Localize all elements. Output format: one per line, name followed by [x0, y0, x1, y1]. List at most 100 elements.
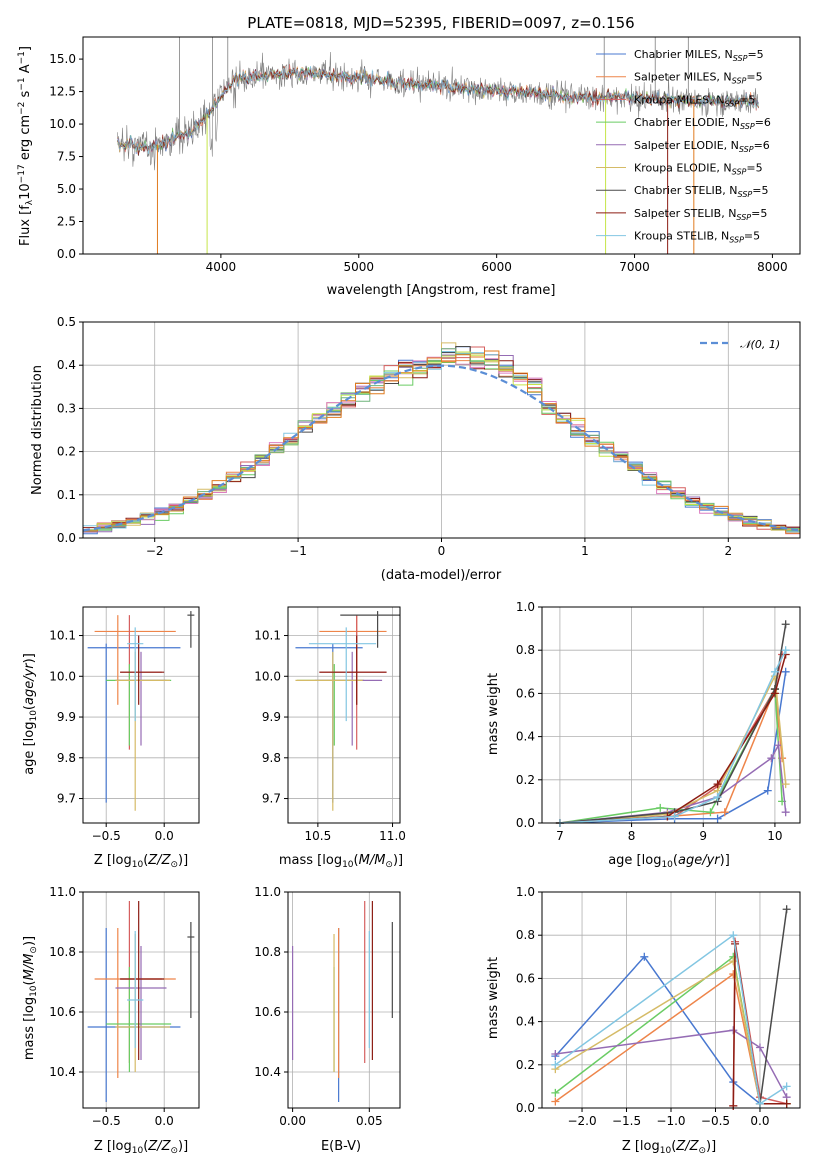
y-tick-label: 0.0 — [516, 1101, 535, 1115]
ageZ-ylabel: age [log10(age/yr)] — [22, 653, 39, 775]
x-tick-label: 8 — [628, 829, 636, 843]
marker — [670, 812, 679, 821]
x-tick-label: 7000 — [619, 260, 650, 274]
x-tick-label: 5000 — [343, 260, 374, 274]
y-tick-label: 9.8 — [262, 751, 281, 765]
residual-ylabel: Normed distribution — [30, 365, 45, 495]
age-vs-mass-panel: 10.5 11.0 9.7 9.8 9.9 10.0 10.1 — [254, 606, 406, 843]
y-tick-label: 0.1 — [57, 488, 76, 502]
y-tick-label: 0.8 — [516, 643, 535, 657]
marker — [781, 808, 790, 817]
histogram-step — [83, 350, 800, 538]
y-tick-label: 10.4 — [49, 1065, 76, 1079]
model-spectrum — [117, 66, 759, 154]
marker — [770, 667, 779, 676]
y-tick-label: 0.2 — [516, 773, 535, 787]
x-tick-label: 4000 — [206, 260, 237, 274]
y-tick-label: 0.0 — [57, 247, 76, 261]
y-tick-label: 9.7 — [57, 792, 76, 806]
age-vs-Z-panel: −0.5 0.0 9.7 9.8 9.9 10.0 10.1 — [49, 606, 200, 843]
residual-xlabel: (data-model)/error — [381, 568, 502, 583]
legend-entry: Chabrier MILES, NSSP=5 — [634, 48, 764, 63]
mass-weight-line — [559, 654, 787, 824]
marker — [781, 667, 790, 676]
y-tick-label: 0.4 — [57, 358, 76, 372]
marker — [782, 1082, 791, 1091]
marker — [729, 1101, 738, 1110]
marker — [551, 1050, 560, 1058]
y-tick-label: 10.0 — [49, 117, 76, 131]
marker — [729, 931, 738, 940]
mass-weight-line — [555, 1029, 788, 1098]
y-tick-label: 10.6 — [254, 1005, 281, 1019]
marker — [782, 1099, 791, 1108]
y-tick-label: 10.8 — [49, 945, 76, 959]
y-tick-label: 0.0 — [516, 816, 535, 830]
x-tick-label: 9 — [699, 829, 707, 843]
marker — [763, 786, 772, 795]
mass-weight-line — [559, 673, 787, 824]
marker — [656, 803, 665, 812]
y-tick-label: 9.9 — [262, 710, 281, 724]
ageZ-xlabel: Z [log10(Z/Z⊙)] — [94, 853, 188, 870]
mwAge-ylabel: mass weight — [486, 673, 501, 755]
y-tick-label: 12.5 — [49, 85, 76, 99]
marker — [781, 646, 790, 655]
axes-frame — [287, 606, 401, 824]
legend-entry: Salpeter MILES, NSSP=5 — [634, 71, 763, 86]
x-tick-label: 0.0 — [155, 1114, 174, 1128]
x-tick-label: −1.5 — [612, 1114, 641, 1128]
x-tick-label: 10 — [767, 829, 782, 843]
marker — [767, 754, 776, 763]
marker — [782, 905, 791, 914]
marker — [729, 1026, 738, 1035]
axes-frame — [287, 891, 401, 1109]
x-tick-label: 6000 — [481, 260, 512, 274]
y-tick-label: 0.2 — [516, 1058, 535, 1072]
massweight-vs-age-panel: 7 8 9 10 0.0 0.2 0.4 0.6 0.8 1.0 — [516, 600, 801, 843]
x-tick-label: 0.00 — [279, 1114, 306, 1128]
y-tick-label: 0.3 — [57, 401, 76, 415]
legend-entry: Salpeter ELODIE, NSSP=6 — [634, 139, 770, 154]
y-tick-label: 9.7 — [262, 792, 281, 806]
axes-frame — [541, 606, 801, 824]
marker — [551, 1088, 560, 1097]
y-tick-label: 9.9 — [57, 710, 76, 724]
massZ-xlabel: Z [log10(Z/Z⊙)] — [94, 1139, 188, 1156]
y-tick-label: 1.0 — [516, 885, 535, 899]
y-tick-label: 0.2 — [57, 445, 76, 459]
x-tick-label: −2.0 — [567, 1114, 596, 1128]
axes-frame — [82, 891, 200, 1109]
massZ-ylabel: mass [log10(M/M⊙)] — [22, 936, 39, 1060]
massweight-vs-Z-panel: −2.0 −1.5 −1.0 −0.5 0.0 0.0 0.2 0.4 0.6 0.8 1.0 — [516, 885, 801, 1128]
mass-vs-ebv-panel: 0.00 0.05 10.4 10.6 10.8 11.0 — [254, 885, 401, 1128]
y-tick-label: 10.1 — [254, 629, 281, 643]
marker — [706, 808, 715, 817]
marker — [640, 952, 649, 961]
y-tick-label: 2.5 — [57, 215, 76, 229]
x-tick-label: 0.0 — [750, 1114, 769, 1128]
x-tick-label: −0.5 — [92, 1114, 121, 1128]
ageMass-xlabel: mass [log10(M/M⊙)] — [279, 853, 403, 870]
legend-entry: Chabrier ELODIE, NSSP=6 — [634, 116, 771, 131]
y-tick-label: 10.0 — [49, 669, 76, 683]
residual-panel: −2 −1 0 1 2 0.0 0.1 0.2 0.3 0.4 0.5 𝒩(0, 1) — [57, 315, 801, 558]
massEbv-xlabel: E(B-V) — [321, 1139, 361, 1154]
legend-entry: Kroupa MILES, NSSP=5 — [634, 93, 755, 108]
x-tick-label: −1 — [289, 544, 307, 558]
marker — [713, 780, 722, 789]
model-spectrum — [117, 65, 759, 156]
legend-entry: Kroupa ELODIE, NSSP=5 — [634, 162, 763, 177]
marker — [755, 1099, 764, 1108]
x-tick-label: −0.5 — [701, 1114, 730, 1128]
axes-frame — [82, 36, 801, 255]
x-tick-label: 2 — [724, 544, 732, 558]
x-tick-label: 11.0 — [379, 829, 406, 843]
x-tick-label: 8000 — [757, 260, 788, 274]
y-tick-label: 10.4 — [254, 1065, 281, 1079]
x-tick-label: −1.0 — [656, 1114, 685, 1128]
mass-weight-line — [559, 686, 783, 824]
y-tick-label: 11.0 — [49, 885, 76, 899]
legend-entry: Chabrier STELIB, NSSP=5 — [634, 184, 768, 199]
